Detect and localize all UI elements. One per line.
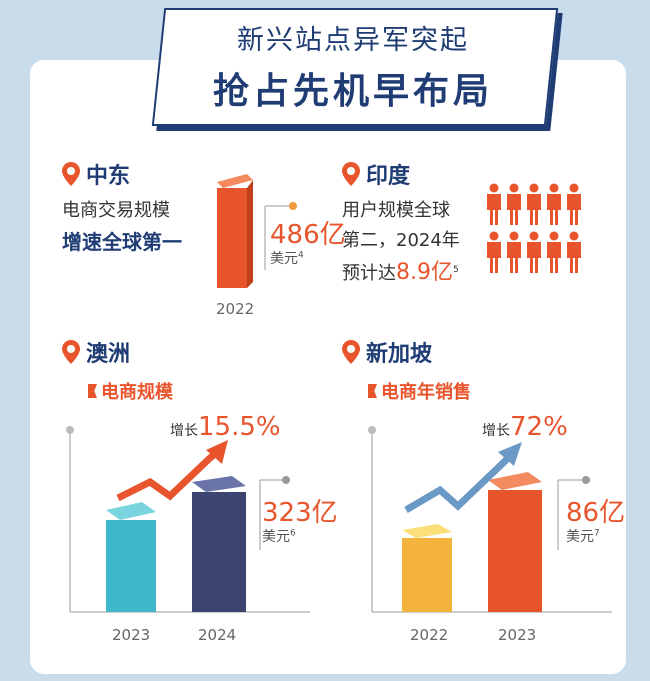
region-australia: 澳洲 [62,336,130,368]
sg-bar-2022 [402,538,452,612]
me-bar-2022-side [247,180,253,288]
au-bar-2024-top [192,476,246,492]
me-unit: 美元4 [270,250,304,267]
location-pin-icon [342,340,360,364]
location-pin-icon [342,162,360,186]
au-value: 323亿 [262,498,338,528]
arrow-head [498,442,522,466]
sg-growth: 增长72% [482,412,568,442]
me-bar-2022-top [217,174,253,188]
sg-bar-2023-top [488,472,542,490]
me-year: 2022 [216,300,255,318]
region-name: 新加坡 [366,342,433,367]
sg-unit: 美元7 [566,528,600,545]
flag-icon [88,384,97,398]
au-x-2024: 2024 [198,626,237,644]
marker-dot [582,476,590,484]
au-growth: 增长15.5% [170,412,281,442]
au-bar-2023-top [106,502,156,520]
region-singapore: 新加坡 [342,336,432,368]
marker-dot [289,202,297,210]
arrow-head [206,440,228,464]
me-line2: 增速全球第一 [62,230,182,254]
au-unit: 美元6 [262,528,296,545]
flag-icon [368,384,377,398]
australia-chart [66,426,310,613]
india-value: 8.9亿 [396,260,453,285]
sg-x-2023: 2023 [498,626,537,644]
region-name: 印度 [366,164,411,189]
title-line1: 新兴站点异军突起 [237,25,469,56]
india-line2: 第二，2024年 [342,230,460,251]
singapore-metric: 电商年销售 [368,378,471,404]
india-line1: 用户规模全球 [342,200,450,221]
sg-bar-2022-top [402,524,452,538]
location-pin-icon [62,340,80,364]
me-value: 486亿 [270,220,346,250]
au-bar-2023 [106,520,156,612]
growth-arrow [404,451,515,514]
sg-value: 86亿 [566,498,626,528]
au-bar-2024 [192,492,246,612]
marker-dot [282,476,290,484]
australia-metric: 电商规模 [88,378,173,404]
me-bar-2022 [217,188,247,288]
me-bar-chart [217,174,297,288]
sg-bar-2023 [488,490,542,612]
region-middle-east: 中东 [62,158,130,190]
singapore-chart [368,426,612,613]
sg-x-2022: 2022 [410,626,449,644]
title-line2: 抢占先机早布局 [212,71,493,112]
me-line1: 电商交易规模 [62,200,170,221]
region-india: 印度 [342,158,410,190]
people-icon-group [487,183,581,273]
region-name: 中东 [86,164,131,189]
location-pin-icon [62,162,80,186]
region-name: 澳洲 [86,342,131,367]
india-line3: 预计达8.9亿5 [342,260,459,285]
au-x-2023: 2023 [112,626,151,644]
